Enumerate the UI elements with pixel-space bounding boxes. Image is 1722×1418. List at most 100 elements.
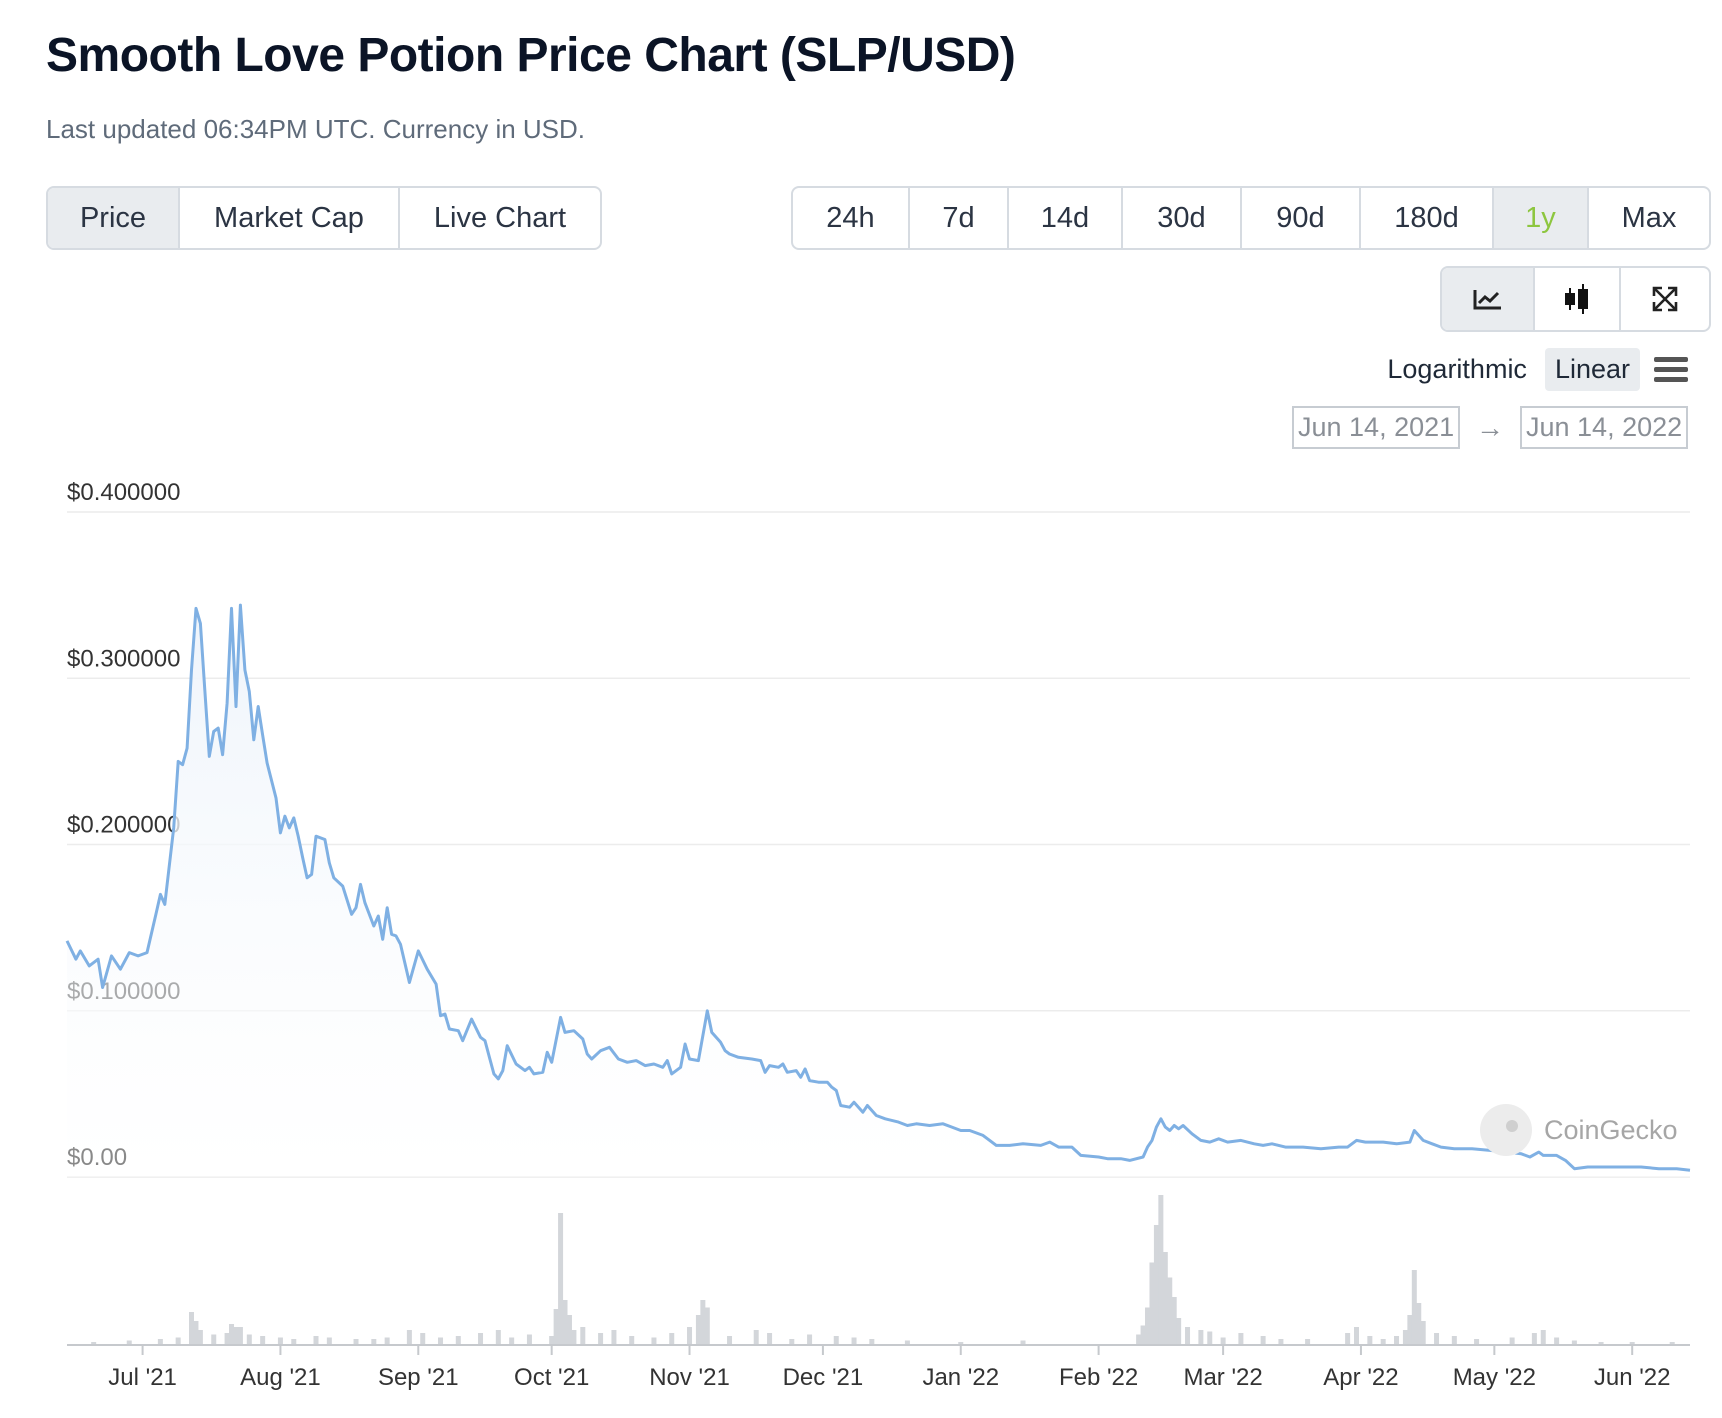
hamburger-menu-icon[interactable] <box>1654 357 1688 382</box>
volume-bar <box>1167 1277 1173 1345</box>
volume-bar <box>1474 1339 1480 1345</box>
volume-bar <box>197 1330 203 1345</box>
range-24h-button[interactable]: 24h <box>793 188 910 248</box>
volume-bar <box>455 1336 461 1345</box>
volume-bar <box>438 1337 444 1345</box>
volume-bar <box>1220 1337 1226 1345</box>
x-tick-label: May '22 <box>1453 1364 1536 1391</box>
volume-bar <box>291 1339 297 1345</box>
x-tick-label: Dec '21 <box>783 1364 864 1391</box>
date-range-picker: → <box>1292 406 1688 449</box>
volume-bar <box>1158 1195 1164 1345</box>
volume-bar <box>1411 1270 1417 1345</box>
volume-bar <box>478 1333 484 1345</box>
volume-bar <box>313 1336 319 1345</box>
volume-bar <box>1020 1340 1026 1345</box>
volume-bar <box>189 1312 195 1345</box>
last-updated-text: Last updated 06:34PM UTC. Currency in US… <box>46 114 586 144</box>
volume-bar <box>669 1333 675 1345</box>
volume-bar <box>904 1340 910 1345</box>
volume-bar <box>353 1339 359 1345</box>
scale-toggle: Logarithmic Linear <box>1377 348 1688 391</box>
volume-bar <box>224 1333 230 1345</box>
price-line <box>65 603 1691 1172</box>
volume-bar <box>651 1337 657 1345</box>
range-1y-button[interactable]: 1y <box>1494 188 1589 248</box>
page-title: Smooth Love Potion Price Chart (SLP/USD) <box>46 29 1016 82</box>
x-tick-label: Mar '22 <box>1183 1364 1262 1391</box>
y-tick-label: $0.300000 <box>67 645 180 672</box>
volume-bar <box>229 1324 235 1345</box>
range-30d-button[interactable]: 30d <box>1123 188 1242 248</box>
volume-bar <box>767 1333 773 1345</box>
volume-bar <box>789 1339 795 1345</box>
volume-bar <box>237 1327 243 1345</box>
volume-bar <box>700 1300 706 1345</box>
x-tick-label: Jul '21 <box>108 1364 177 1391</box>
volume-bar <box>851 1337 857 1345</box>
volume-bar <box>1278 1339 1284 1345</box>
volume-bar <box>598 1333 604 1345</box>
date-to-input[interactable] <box>1520 406 1688 449</box>
range-14d-button[interactable]: 14d <box>1009 188 1123 248</box>
volume-bar <box>566 1315 572 1345</box>
volume-bar <box>326 1337 332 1345</box>
volume-bar <box>371 1339 377 1345</box>
volume-bar <box>1162 1252 1168 1345</box>
x-tick-label: Jan '22 <box>922 1364 999 1391</box>
volume-bar <box>958 1342 964 1345</box>
x-tick-label: Jun '22 <box>1594 1364 1671 1391</box>
volume-bar <box>562 1300 568 1345</box>
volume-bar <box>211 1334 217 1345</box>
volume-bar <box>558 1213 564 1345</box>
volume-bar <box>1136 1334 1142 1345</box>
volume-bar <box>1198 1330 1204 1345</box>
volume-bar <box>1153 1225 1159 1345</box>
line-chart-button[interactable] <box>1442 268 1535 330</box>
volume-bar <box>1531 1333 1537 1345</box>
volume-bar <box>549 1336 555 1345</box>
tab-price[interactable]: Price <box>48 188 180 248</box>
volume-bar <box>553 1309 559 1345</box>
range-180d-button[interactable]: 180d <box>1361 188 1494 248</box>
volume-bar <box>1354 1327 1360 1345</box>
volume-bar <box>727 1336 733 1345</box>
volume-bar <box>1345 1333 1351 1345</box>
volume-bar <box>1149 1262 1155 1345</box>
tab-market-cap[interactable]: Market Cap <box>180 188 400 248</box>
volume-bar <box>1407 1315 1413 1345</box>
volume-bar <box>1571 1340 1577 1345</box>
volume-bar <box>1416 1303 1422 1345</box>
candlestick-button[interactable] <box>1535 268 1621 330</box>
volume-bar <box>753 1330 759 1345</box>
volume-bar <box>1145 1307 1151 1345</box>
volume-bar <box>1260 1336 1266 1345</box>
chart-type-tabs: Price Market Cap Live Chart <box>46 186 602 250</box>
volume-bar <box>233 1327 239 1345</box>
tab-live-chart[interactable]: Live Chart <box>433 201 567 234</box>
date-from-input[interactable] <box>1292 406 1460 449</box>
volume-bar <box>509 1337 515 1345</box>
logarithmic-toggle[interactable]: Logarithmic <box>1387 354 1527 384</box>
volume-bar <box>580 1327 586 1345</box>
range-90d-button[interactable]: 90d <box>1242 188 1361 248</box>
volume-bar <box>833 1336 839 1345</box>
x-tick-label: Nov '21 <box>649 1364 730 1391</box>
x-tick-label: Feb '22 <box>1059 1364 1138 1391</box>
volume-bar <box>1540 1330 1546 1345</box>
fullscreen-button[interactable] <box>1621 268 1709 330</box>
volume-bar <box>1207 1331 1213 1345</box>
volume-bar <box>1238 1333 1244 1345</box>
range-7d-button[interactable]: 7d <box>910 188 1009 248</box>
volume-bar <box>1402 1330 1408 1345</box>
volume-bar <box>1451 1336 1457 1345</box>
volume-bar <box>1171 1297 1177 1345</box>
linear-toggle[interactable]: Linear <box>1544 348 1640 391</box>
range-max-button[interactable]: Max <box>1621 201 1677 234</box>
volume-bar <box>495 1330 501 1345</box>
y-tick-label: $0.400000 <box>67 479 180 506</box>
volume-bar <box>571 1330 577 1345</box>
x-tick-label: Sep '21 <box>378 1364 459 1391</box>
volume-bar <box>193 1321 199 1345</box>
